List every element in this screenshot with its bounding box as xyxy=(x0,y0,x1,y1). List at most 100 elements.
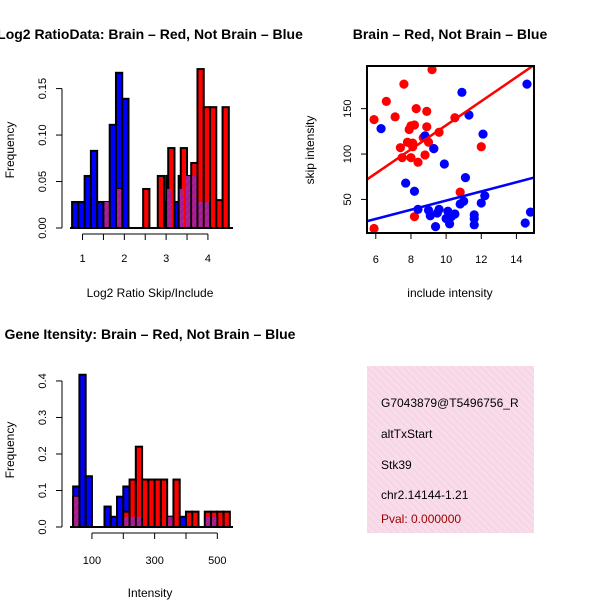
intensity-hist-bar-overlap-hatch xyxy=(168,516,173,526)
intensity-hist-x-tick-label: 300 xyxy=(145,555,163,567)
scatter-point-blue xyxy=(445,219,455,229)
scatter-point-blue xyxy=(476,198,486,208)
intensity-histogram-panel: Gene Itensity: Brain – Red, Not Brain – … xyxy=(3,326,296,600)
scatter-point-red xyxy=(406,153,416,163)
intensity-scatter-panel: Brain – Red, Not Brain – Blue include in… xyxy=(303,26,547,300)
info-panel: G7043879@T5496756_R altTxStart Stk39 chr… xyxy=(367,366,534,533)
scatter-point-blue xyxy=(459,196,469,206)
ratio-hist-bar-overlap-hatch xyxy=(104,201,109,227)
scatter-point-red xyxy=(413,157,423,167)
intensity-hist-y-tick-label: 0.0 xyxy=(37,519,49,534)
info-location: chr2.14144-1.21 xyxy=(381,488,469,502)
scatter-point-red xyxy=(455,187,465,197)
scatter-point-blue xyxy=(430,222,441,232)
intensity-hist-x-tick-label: 100 xyxy=(83,555,101,567)
scatter-plot-area xyxy=(367,66,534,233)
scatter-point-blue xyxy=(429,143,439,154)
ratio-hist-bar-red xyxy=(156,174,166,229)
ratio-hist-bar-overlap-hatch xyxy=(185,175,191,227)
ratio-histogram-ylabel: Frequency xyxy=(3,122,17,179)
scatter-point-blue xyxy=(425,211,435,221)
scatter-point-blue xyxy=(520,218,530,228)
scatter-point-blue xyxy=(460,173,471,183)
scatter-point-blue xyxy=(480,191,490,201)
scatter-title: Brain – Red, Not Brain – Blue xyxy=(353,26,548,42)
scatter-point-blue xyxy=(376,124,386,134)
scatter-point-red xyxy=(381,96,391,106)
ratio-hist-y-tick-label: 0.00 xyxy=(37,217,49,238)
ratio-hist-x-tick-label: 2 xyxy=(121,253,127,265)
scatter-point-red xyxy=(420,150,430,160)
scatter-point-red xyxy=(427,66,437,75)
ratio-hist-x-tick-label: 4 xyxy=(205,253,211,265)
scatter-point-blue xyxy=(525,207,534,217)
ratio-hist-y-tick-label: 0.15 xyxy=(37,78,49,99)
info-background xyxy=(367,366,534,533)
intensity-hist-bar-overlap-hatch xyxy=(212,516,217,526)
intensity-histogram-ylabel: Frequency xyxy=(3,422,17,479)
intensity-hist-bar-overlap-hatch xyxy=(74,496,79,526)
scatter-point-red xyxy=(369,114,379,125)
intensity-hist-y-tick-label: 0.1 xyxy=(37,483,49,498)
intensity-hist-bar-overlap-hatch xyxy=(205,516,211,526)
ratio-hist-bar-red xyxy=(221,106,230,229)
intensity-hist-bar-red xyxy=(191,510,200,529)
ratio-histogram-axes: 0.00 0.05 0.10 0.15 1 2 3 4 xyxy=(37,78,211,265)
intensity-hist-y-tick-label: 0.3 xyxy=(37,410,49,425)
scatter-x-tick-label: 14 xyxy=(510,254,522,266)
intensity-histogram-axes: 0.0 0.1 0.2 0.3 0.4 100 300 500 xyxy=(37,373,227,567)
ratio-hist-bar-overlap-hatch xyxy=(179,188,184,227)
ratio-hist-bar-overlap-hatch xyxy=(116,188,122,227)
scatter-x-tick-label: 6 xyxy=(373,254,379,266)
info-event-id: G7043879@T5496756_R xyxy=(381,396,519,410)
info-pval: Pval: 0.000000 xyxy=(381,512,461,526)
ratio-hist-bar-overlap-hatch xyxy=(167,188,172,227)
scatter-point-red xyxy=(369,223,379,233)
scatter-point-red xyxy=(390,112,400,122)
ratio-hist-x-tick-label: 3 xyxy=(163,253,169,265)
scatter-point-blue xyxy=(434,204,444,215)
scatter-point-red xyxy=(409,212,420,222)
scatter-point-red xyxy=(395,143,405,153)
intensity-histogram-bars xyxy=(70,373,233,529)
scatter-frame xyxy=(366,65,535,234)
scatter-point-blue xyxy=(401,178,411,188)
scatter-point-red xyxy=(397,153,407,163)
scatter-y-tick-label: 150 xyxy=(342,99,354,117)
ratio-hist-bar-overlap-hatch xyxy=(192,175,197,227)
ratio-hist-bar-overlap-hatch xyxy=(198,201,203,227)
info-event-type: altTxStart xyxy=(381,427,433,441)
scatter-x-tick-label: 12 xyxy=(475,254,487,266)
scatter-point-blue xyxy=(469,220,479,230)
ratio-histogram-title: Log2 RatioData: Brain – Red, Not Brain –… xyxy=(0,26,303,42)
scatter-clipped-layer xyxy=(367,66,534,233)
intensity-histogram-title: Gene Itensity: Brain – Red, Not Brain – … xyxy=(5,326,296,342)
scatter-x-tick-label: 10 xyxy=(440,254,452,266)
scatter-point-blue xyxy=(450,209,460,219)
scatter-fit-line-red xyxy=(367,66,534,181)
intensity-hist-bar-overlap-hatch xyxy=(130,516,135,526)
ratio-hist-bar-red xyxy=(142,187,151,229)
info-clip: G7043879@T5496756_R altTxStart Stk39 chr… xyxy=(381,396,519,526)
scatter-fit-line-blue xyxy=(367,176,534,223)
scatter-point-blue xyxy=(409,186,420,196)
scatter-xlabel: include intensity xyxy=(407,286,492,300)
intensity-hist-bar-overlap-hatch xyxy=(124,516,129,526)
ratio-histogram-panel: Log2 RatioData: Brain – Red, Not Brain –… xyxy=(0,26,303,300)
intensity-hist-y-tick-label: 0.4 xyxy=(37,373,49,388)
scatter-ylabel: skip intensity xyxy=(303,116,317,185)
scatter-point-red xyxy=(422,122,432,132)
scatter-y-tick-label: 100 xyxy=(342,145,354,163)
ratio-histogram-xlabel: Log2 Ratio Skip/Include xyxy=(87,286,214,300)
ratio-hist-y-tick-label: 0.05 xyxy=(37,171,49,192)
scatter-point-red xyxy=(422,106,432,116)
scatter-point-blue xyxy=(469,210,479,220)
ratio-hist-y-tick-label: 0.10 xyxy=(37,124,49,145)
intensity-hist-y-tick-label: 0.2 xyxy=(37,446,49,461)
scatter-axes: 6 8 10 12 14 50 100 150 xyxy=(342,65,535,266)
intensity-hist-x-tick-label: 500 xyxy=(208,555,226,567)
scatter-point-blue xyxy=(457,87,467,97)
intensity-hist-bar-overlap-hatch xyxy=(136,516,142,526)
